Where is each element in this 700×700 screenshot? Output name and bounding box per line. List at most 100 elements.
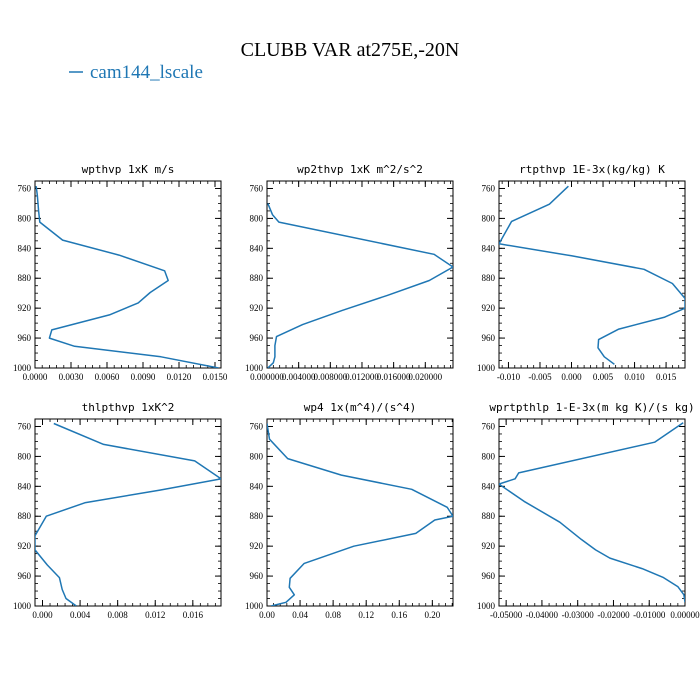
panel-title: wp4 1x(m^4)/(s^4) [304, 401, 417, 414]
x-tick-label: 0.020000 [408, 372, 442, 382]
y-tick-label: 760 [482, 421, 496, 431]
chart-panel-1: wpthvp 1xK m/s 0.0000 0.0030 0.0060 0.0090 0.… [13, 163, 228, 382]
y-tick-label: 880 [482, 511, 496, 521]
x-tick-label: 0.008 [108, 610, 129, 620]
x-tick-label: 0.016 [183, 610, 204, 620]
y-tick-label: 920 [18, 541, 32, 551]
plot-frame [34, 180, 222, 369]
y-tick-label: 1000 [477, 601, 496, 611]
x-tick-label: -0.02000 [597, 610, 630, 620]
y-tick-label: 800 [250, 451, 264, 461]
y-tick-label: 800 [482, 213, 496, 223]
y-tick-label: 800 [250, 213, 264, 223]
plot-frame [498, 418, 686, 607]
y-tick-label: 1000 [245, 363, 264, 373]
x-tick-label: 0.010 [624, 372, 645, 382]
chart-panel-6: wprtpthlp 1-E-3x(m kg K)/(s kg) -0.05000 -… [477, 401, 700, 620]
y-tick-label: 760 [18, 421, 32, 431]
x-tick-label: 0.00000 [670, 610, 700, 620]
y-tick-label: 1000 [477, 363, 496, 373]
y-tick-label: 960 [18, 571, 32, 581]
x-tick-label: -0.05000 [490, 610, 523, 620]
x-tick-label: 0.0090 [131, 372, 156, 382]
y-tick-label: 880 [18, 511, 32, 521]
x-tick-label: 0.008000 [313, 372, 347, 382]
panel-title: rtpthvp 1E-3x(kg/kg) K [519, 163, 665, 176]
x-tick-label: 0.0000 [23, 372, 48, 382]
y-tick-label: 840 [250, 243, 264, 253]
x-tick-label: -0.01000 [633, 610, 666, 620]
panel-title: thlpthvp 1xK^2 [82, 401, 175, 414]
y-tick-label: 840 [18, 481, 32, 491]
x-tick-label: 0.004 [70, 610, 91, 620]
chart-panels: wpthvp 1xK m/s 0.0000 0.0030 0.0060 0.0090 0.… [13, 163, 700, 620]
x-tick-label: 0.012 [145, 610, 165, 620]
series-line [35, 422, 221, 606]
legend-entry: cam144_lscale [90, 62, 203, 83]
chart-panel-3: rtpthvp 1E-3x(kg/kg) K -0.010 -0.005 0.000 0… [477, 163, 686, 382]
x-tick-label: 0.005 [593, 372, 614, 382]
y-tick-label: 760 [250, 183, 264, 193]
y-tick-label: 960 [482, 571, 496, 581]
y-tick-label: 880 [482, 273, 496, 283]
y-tick-label: 800 [18, 451, 32, 461]
plot-frame [266, 418, 454, 607]
x-tick-label: 0.0030 [59, 372, 84, 382]
y-tick-label: 800 [18, 213, 32, 223]
x-tick-label: 0.20 [424, 610, 440, 620]
series-line [499, 185, 685, 365]
x-tick-label: 0.000000 [250, 372, 284, 382]
y-tick-label: 880 [250, 511, 264, 521]
x-tick-label: -0.005 [528, 372, 552, 382]
y-tick-label: 840 [482, 481, 496, 491]
y-tick-label: 920 [250, 303, 264, 313]
y-tick-label: 760 [250, 421, 264, 431]
plot-frame [498, 180, 686, 369]
figure-title: CLUBB VAR at275E,-20N [241, 39, 460, 61]
panel-title: wpthvp 1xK m/s [82, 163, 175, 176]
series-line [35, 186, 219, 368]
x-tick-label: -0.010 [497, 372, 521, 382]
y-tick-label: 880 [18, 273, 32, 283]
panel-title: wprtpthlp 1-E-3x(m kg K)/(s kg) [489, 401, 694, 414]
series-line [499, 422, 685, 603]
y-tick-label: 840 [18, 243, 32, 253]
x-tick-label: 0.0150 [203, 372, 228, 382]
y-tick-label: 960 [250, 571, 264, 581]
x-tick-label: 0.012000 [345, 372, 379, 382]
y-tick-label: 840 [250, 481, 264, 491]
chart-panel-5: wp4 1x(m^4)/(s^4) 0.00 0.04 0.08 0.12 0.16 0.2… [245, 401, 454, 620]
y-tick-label: 960 [482, 333, 496, 343]
x-tick-label: 0.0120 [167, 372, 192, 382]
y-tick-label: 920 [18, 303, 32, 313]
y-tick-label: 880 [250, 273, 264, 283]
x-tick-label: 0.0060 [95, 372, 120, 382]
y-tick-label: 920 [482, 541, 496, 551]
y-tick-label: 920 [250, 541, 264, 551]
x-tick-label: 0.000 [561, 372, 582, 382]
series-line [267, 203, 453, 368]
y-tick-label: 760 [18, 183, 32, 193]
y-tick-label: 960 [250, 333, 264, 343]
x-tick-label: 0.00 [259, 610, 275, 620]
x-tick-label: 0.000 [32, 610, 53, 620]
x-tick-label: 0.04 [292, 610, 308, 620]
panel-title: wp2thvp 1xK m^2/s^2 [297, 163, 423, 176]
x-tick-label: 0.015 [656, 372, 677, 382]
y-tick-label: 1000 [13, 601, 32, 611]
series-line [267, 423, 453, 606]
x-tick-label: -0.03000 [562, 610, 595, 620]
x-tick-label: 0.12 [358, 610, 374, 620]
y-tick-label: 800 [482, 451, 496, 461]
chart-panel-4: thlpthvp 1xK^2 0.000 0.004 0.008 0.012 0.016 7… [13, 401, 222, 620]
x-tick-label: 0.08 [325, 610, 341, 620]
plot-frame [266, 180, 454, 369]
y-tick-label: 1000 [13, 363, 32, 373]
x-tick-label: 0.004000 [282, 372, 316, 382]
y-tick-label: 840 [482, 243, 496, 253]
x-tick-label: 0.016000 [377, 372, 411, 382]
chart-panel-2: wp2thvp 1xK m^2/s^2 0.0000000.0040000.008… [245, 163, 454, 382]
y-tick-label: 960 [18, 333, 32, 343]
x-tick-label: 0.16 [391, 610, 407, 620]
